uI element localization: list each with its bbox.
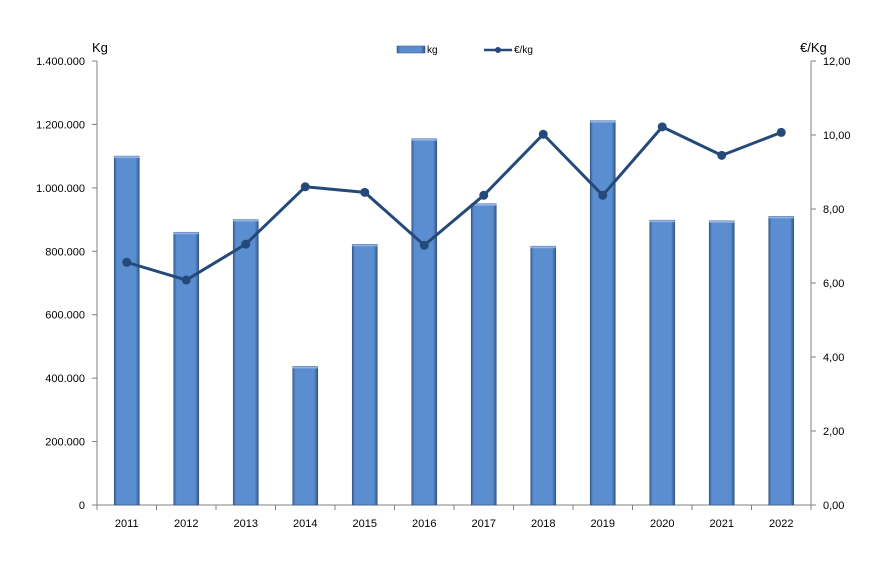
legend: kg €/kg — [396, 45, 533, 56]
y-tick-label-left: 1.000.000 — [36, 183, 85, 195]
y-tick-label-right: 2,00 — [823, 426, 844, 438]
bar — [530, 245, 557, 506]
bar — [411, 138, 438, 506]
bar — [113, 155, 140, 506]
line-series — [122, 122, 786, 285]
y-tick-label-left: 1.400.000 — [36, 56, 85, 68]
x-tick-label: 2012 — [174, 518, 198, 530]
x-tick-label: 2013 — [234, 518, 258, 530]
bar — [589, 120, 616, 506]
legend-label-bar: kg — [427, 45, 438, 56]
y-axis-label-left: Kg — [92, 40, 108, 55]
bar-top-highlight — [411, 138, 437, 141]
x-tick-label: 2020 — [650, 518, 674, 530]
line-point — [717, 150, 727, 160]
y-tick-label-right: 10,00 — [823, 130, 851, 142]
x-tick-label: 2021 — [710, 518, 734, 530]
line-point — [776, 127, 786, 137]
x-tick-label: 2011 — [115, 518, 139, 530]
line-point — [419, 240, 429, 250]
y-tick-label-left: 200.000 — [45, 437, 85, 449]
bar-top-highlight — [114, 156, 140, 159]
line-series-path — [126, 125, 782, 282]
bar — [708, 220, 735, 506]
x-tick-label: 2018 — [531, 518, 555, 530]
bar-top-highlight — [173, 232, 199, 235]
bar-top-highlight — [590, 120, 616, 123]
legend-marker-line — [495, 47, 501, 53]
bar — [768, 216, 795, 506]
bar — [232, 219, 259, 506]
bar-top-highlight — [292, 366, 318, 369]
y-tick-label-right: 0,00 — [823, 500, 844, 512]
bars — [113, 120, 795, 506]
bar-top-highlight — [352, 244, 378, 247]
y-tick-label-left: 1.200.000 — [36, 119, 85, 131]
legend-label-line: €/kg — [514, 45, 533, 56]
bar-top-highlight — [649, 220, 675, 223]
line-point — [479, 190, 489, 200]
line-point — [181, 275, 191, 285]
y-tick-label-right: 12,00 — [823, 56, 851, 68]
bar — [351, 244, 378, 506]
x-tick-label: 2019 — [591, 518, 615, 530]
line-point — [122, 257, 132, 267]
y-axis-label-right: €/Kg — [800, 40, 827, 55]
axes — [92, 60, 816, 510]
y-tick-label-right: 4,00 — [823, 352, 844, 364]
line-point — [360, 187, 370, 197]
y-tick-label-left: 0 — [79, 500, 85, 512]
line-point — [657, 122, 667, 132]
line-point — [598, 190, 608, 200]
bar — [470, 203, 497, 506]
x-tick-label: 2022 — [769, 518, 793, 530]
line-point — [241, 239, 251, 249]
y-tick-label-left: 600.000 — [45, 310, 85, 322]
labels: 0 200.000 400.000 600.000 800.000 1.000.000 1.… — [36, 40, 850, 530]
x-tick-label: 2015 — [353, 518, 377, 530]
y-tick-label-right: 8,00 — [823, 204, 844, 216]
x-tick-label: 2017 — [472, 518, 496, 530]
x-tick-label: 2016 — [412, 518, 436, 530]
bar — [292, 366, 319, 506]
x-tick-label: 2014 — [293, 518, 317, 530]
bar-top-highlight — [530, 246, 556, 249]
y-tick-label-left: 800.000 — [45, 246, 85, 258]
line-point — [300, 182, 310, 192]
bar-top-highlight — [471, 203, 497, 206]
y-tick-label-left: 400.000 — [45, 373, 85, 385]
y-tick-label-right: 6,00 — [823, 278, 844, 290]
bar-top-highlight — [709, 220, 735, 223]
line-point — [538, 129, 548, 139]
legend-swatch-bar — [396, 45, 426, 54]
bar — [649, 219, 676, 506]
bar-top-highlight — [768, 216, 794, 219]
bar-top-highlight — [233, 219, 259, 222]
